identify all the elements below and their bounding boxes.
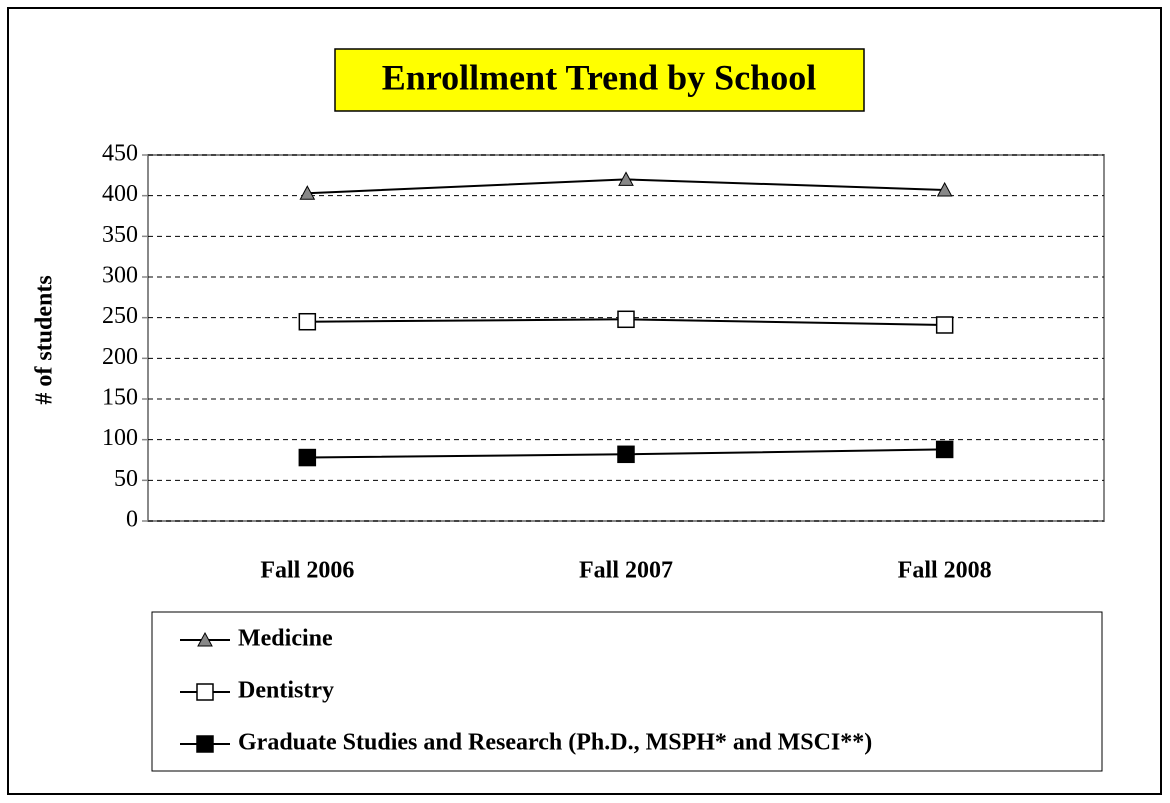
- x-tick-label: Fall 2007: [579, 558, 673, 584]
- legend-label: Medicine: [238, 626, 333, 652]
- y-tick-label: 200: [102, 344, 138, 370]
- marker: [935, 440, 954, 459]
- title-box: [334, 48, 865, 112]
- y-tick-label: 400: [102, 181, 138, 207]
- y-tick-label: 350: [102, 222, 138, 248]
- legend-label: Dentistry: [238, 678, 334, 704]
- marker: [298, 312, 317, 331]
- legend-marker: [196, 683, 214, 701]
- x-tick-label: Fall 2008: [898, 558, 992, 584]
- marker: [618, 171, 634, 186]
- y-tick-label: 100: [102, 425, 138, 451]
- legend-label: Graduate Studies and Research (Ph.D., MS…: [238, 730, 872, 756]
- marker: [617, 445, 635, 464]
- marker: [935, 316, 954, 334]
- chart-title: Enrollment Trend by School: [382, 57, 816, 97]
- y-tick-label: 0: [126, 507, 138, 533]
- marker: [299, 185, 316, 200]
- marker: [936, 181, 953, 197]
- marker: [298, 448, 317, 467]
- legend-box: [151, 611, 1103, 772]
- y-tick-label: 150: [102, 385, 138, 411]
- y-tick-label: 50: [114, 466, 138, 492]
- marker: [617, 310, 635, 329]
- y-tick-label: 250: [102, 303, 138, 329]
- y-tick-label: 450: [102, 141, 138, 167]
- y-tick-label: 300: [102, 263, 138, 289]
- y-axis-label: # of students: [32, 275, 58, 404]
- legend-marker: [197, 631, 213, 647]
- x-tick-label: Fall 2006: [260, 558, 354, 584]
- legend-marker: [196, 735, 214, 753]
